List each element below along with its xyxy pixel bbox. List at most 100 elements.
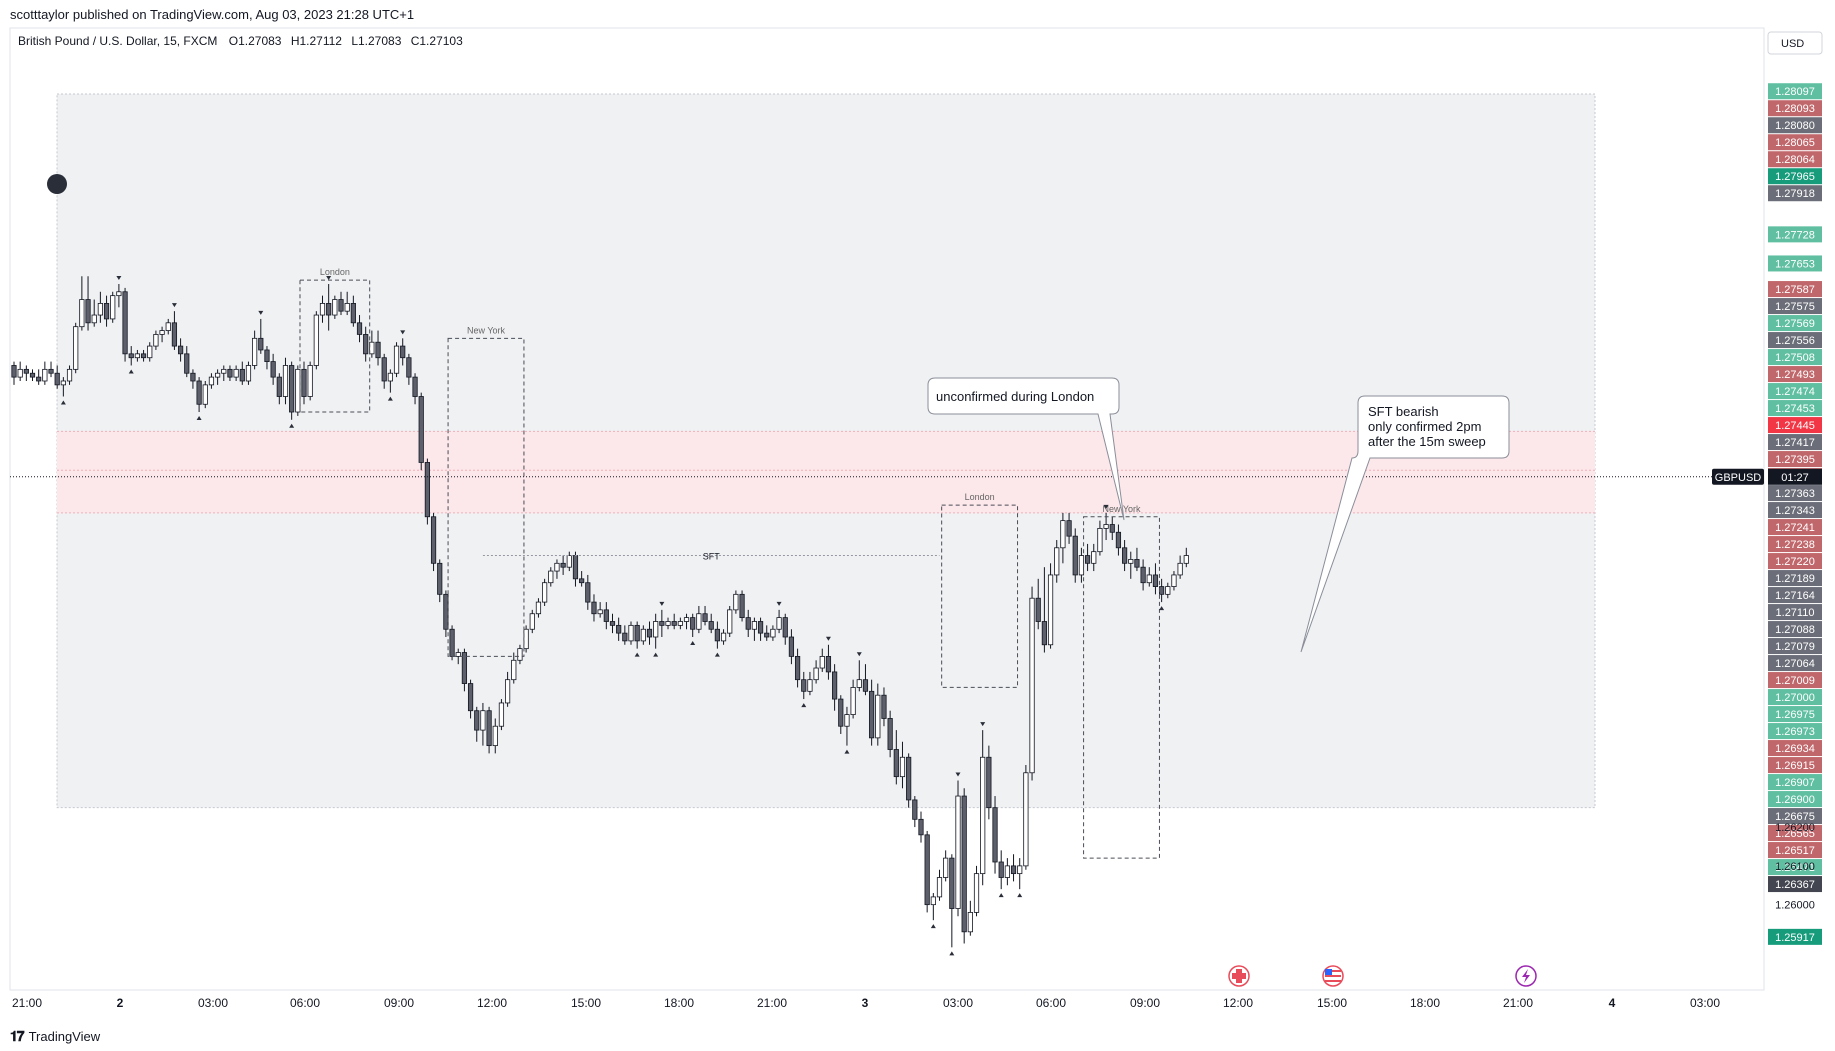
- price-tag-label: 1.27508: [1775, 352, 1815, 364]
- price-tag-label: 1.25917: [1775, 932, 1815, 944]
- candle: [930, 893, 936, 921]
- price-tag-label: 1.26517: [1775, 845, 1815, 857]
- candle-body: [184, 353, 190, 374]
- candle: [1072, 528, 1078, 583]
- candle: [727, 605, 733, 638]
- candle-body: [375, 341, 381, 359]
- candle-body: [221, 368, 227, 374]
- candle-body: [134, 353, 140, 359]
- candle: [702, 605, 708, 626]
- candle: [11, 361, 17, 385]
- price-tag: [1768, 757, 1822, 774]
- price-tag-label: 1.27009: [1775, 675, 1815, 687]
- candle-body: [653, 621, 659, 638]
- x-tick-label: 15:00: [1317, 996, 1347, 1010]
- price-tag-label: 1.27164: [1775, 590, 1815, 602]
- candle-body: [344, 303, 350, 312]
- candle: [1023, 765, 1029, 870]
- candle-body: [1078, 555, 1085, 576]
- candle: [1060, 512, 1066, 564]
- candle: [227, 365, 233, 381]
- swing-low-marker: [634, 652, 640, 657]
- candle: [893, 730, 899, 785]
- price-tag-label: 1.27395: [1775, 454, 1815, 466]
- lightning-event-icon[interactable]: [1515, 965, 1537, 987]
- price-tag-label: 1.28064: [1775, 154, 1815, 166]
- candle: [406, 353, 412, 385]
- candle-body: [949, 857, 955, 909]
- candle: [807, 671, 813, 696]
- candle: [29, 369, 36, 381]
- candle-body: [387, 372, 393, 382]
- candle-body: [504, 679, 511, 704]
- swing-high-marker: [400, 330, 406, 335]
- candle-body: [838, 698, 844, 727]
- candle-body: [233, 368, 239, 378]
- uk-flag-icon[interactable]: [1228, 965, 1250, 987]
- candle-body: [609, 621, 616, 626]
- price-tag-label: 1.27575: [1775, 301, 1815, 313]
- candle-body: [930, 896, 936, 906]
- candle-body: [140, 353, 147, 359]
- candle: [986, 745, 992, 820]
- candle: [838, 695, 844, 734]
- candle: [739, 590, 745, 622]
- price-tag-label: 1.27220: [1775, 556, 1815, 568]
- x-tick-label: 06:00: [1036, 996, 1066, 1010]
- candle: [1017, 858, 1023, 890]
- x-tick-label: 21:00: [12, 996, 42, 1010]
- candle-body: [918, 818, 924, 836]
- candle-body: [875, 694, 881, 739]
- candle: [1010, 854, 1017, 882]
- currency-label: USD: [1781, 38, 1804, 50]
- candle-body: [245, 365, 252, 382]
- candle-body: [332, 299, 338, 316]
- candle-body: [227, 368, 233, 378]
- candle-body: [560, 562, 566, 568]
- price-tag-label: 1.27965: [1775, 171, 1815, 183]
- candle-body: [622, 632, 628, 642]
- candle-body: [36, 376, 42, 382]
- candle: [128, 346, 134, 366]
- candle: [233, 365, 239, 381]
- x-tick-label: 2: [117, 996, 124, 1010]
- candle: [54, 365, 60, 389]
- symbol-tag-label: GBPUSD: [1715, 472, 1762, 484]
- candle: [1146, 567, 1152, 587]
- candle-body: [1109, 524, 1115, 533]
- swing-low-marker: [196, 416, 202, 421]
- candle-body: [492, 725, 498, 747]
- candle-body: [461, 652, 468, 684]
- swing-high-marker: [659, 601, 665, 606]
- candle-body: [634, 624, 640, 642]
- candle: [862, 664, 869, 696]
- candle: [1004, 858, 1010, 886]
- price-tag: [1768, 366, 1822, 383]
- candle: [560, 555, 566, 575]
- price-tag: [1768, 876, 1822, 893]
- price-tag-label: 1.26973: [1775, 726, 1815, 738]
- swing-low-marker: [690, 641, 696, 646]
- candle-body: [11, 365, 17, 378]
- us-flag-icon[interactable]: [1322, 965, 1344, 987]
- footer-brand[interactable]: 𝟏𝟕 TradingView: [10, 1026, 100, 1046]
- candle: [221, 365, 227, 381]
- candle: [511, 652, 517, 684]
- price-tag: [1768, 672, 1822, 689]
- price-tag: [1768, 536, 1822, 553]
- candle-body: [844, 714, 850, 727]
- candle: [714, 621, 720, 649]
- candle-body: [313, 314, 319, 366]
- candle: [159, 326, 165, 343]
- candle-body: [1004, 865, 1010, 878]
- candle: [344, 291, 350, 316]
- candle-body: [572, 555, 579, 580]
- candle: [634, 621, 640, 649]
- candle: [375, 330, 381, 366]
- price-tag-label: 1.28065: [1775, 137, 1815, 149]
- price-tag-label: 1.26565: [1775, 828, 1815, 840]
- candle-body: [42, 368, 48, 382]
- price-tag-label: 1.27000: [1775, 692, 1815, 704]
- candle-body: [733, 593, 739, 611]
